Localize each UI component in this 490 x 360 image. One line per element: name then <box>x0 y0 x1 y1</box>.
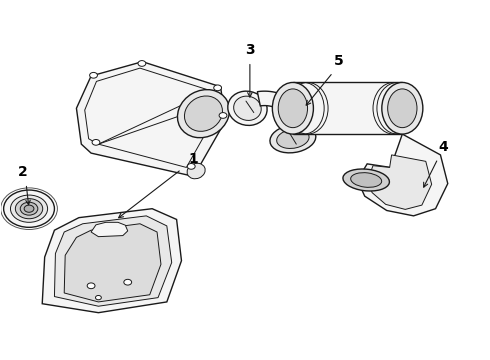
Polygon shape <box>91 222 128 237</box>
Ellipse shape <box>96 296 101 300</box>
Ellipse shape <box>388 89 417 128</box>
Ellipse shape <box>177 90 229 138</box>
Ellipse shape <box>272 82 314 134</box>
Ellipse shape <box>138 60 146 66</box>
Ellipse shape <box>3 190 54 227</box>
Ellipse shape <box>124 279 132 285</box>
Polygon shape <box>76 62 225 176</box>
Ellipse shape <box>87 283 95 289</box>
Polygon shape <box>54 216 172 306</box>
Ellipse shape <box>187 163 205 179</box>
Ellipse shape <box>90 72 98 78</box>
Ellipse shape <box>277 129 309 148</box>
Ellipse shape <box>187 163 195 169</box>
Text: 4: 4 <box>438 140 448 154</box>
Polygon shape <box>257 91 306 132</box>
Ellipse shape <box>92 139 100 145</box>
Ellipse shape <box>184 96 222 131</box>
Ellipse shape <box>234 96 261 120</box>
Text: 1: 1 <box>189 152 198 166</box>
Polygon shape <box>42 209 181 313</box>
Polygon shape <box>64 224 161 302</box>
Ellipse shape <box>20 202 38 215</box>
Ellipse shape <box>270 125 316 153</box>
Ellipse shape <box>228 91 267 125</box>
Ellipse shape <box>219 113 227 118</box>
Ellipse shape <box>214 85 221 91</box>
Text: 5: 5 <box>334 54 343 68</box>
Ellipse shape <box>10 195 48 222</box>
Ellipse shape <box>343 169 390 191</box>
Ellipse shape <box>278 89 308 128</box>
Ellipse shape <box>15 199 43 219</box>
Polygon shape <box>293 82 402 134</box>
Text: 3: 3 <box>245 43 255 57</box>
Text: 2: 2 <box>18 165 27 179</box>
Polygon shape <box>368 155 432 210</box>
Polygon shape <box>357 134 448 216</box>
Ellipse shape <box>351 173 382 187</box>
Ellipse shape <box>24 205 34 212</box>
Ellipse shape <box>382 82 423 134</box>
